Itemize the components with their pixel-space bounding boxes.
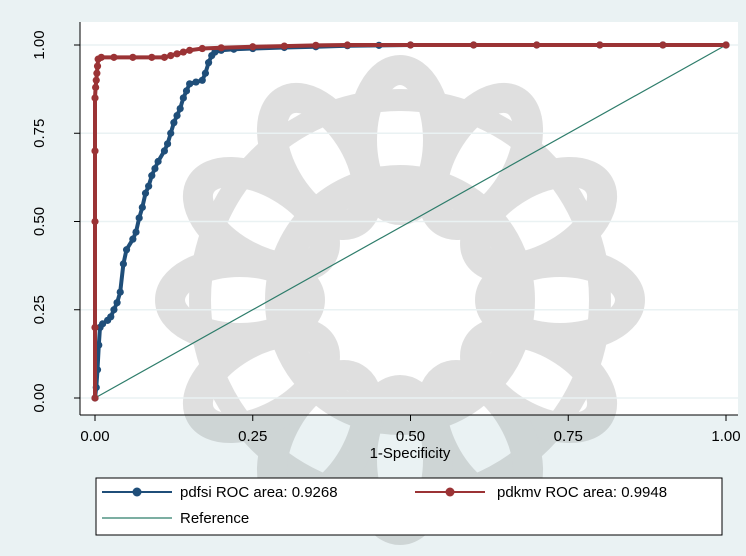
data-point-pdfsi xyxy=(107,313,114,320)
x-tick-label: 0.25 xyxy=(238,428,267,445)
data-point-pdfsi xyxy=(142,190,149,197)
y-tick-label: 0.75 xyxy=(31,119,48,148)
data-point-pdfsi xyxy=(202,70,209,77)
data-point-pdfsi xyxy=(145,183,152,190)
data-point-pdkmv xyxy=(659,41,666,48)
legend: pdfsi ROC area: 0.9268 pdkmv ROC area: 0.… xyxy=(96,478,722,535)
data-point-pdfsi xyxy=(117,289,124,296)
data-point-pdfsi xyxy=(136,214,143,221)
data-point-pdkmv xyxy=(470,41,477,48)
data-point-pdkmv xyxy=(312,42,319,49)
y-tick-label: 0.50 xyxy=(31,207,48,236)
data-point-pdkmv xyxy=(94,63,101,70)
y-tick-label: 0.25 xyxy=(31,295,48,324)
legend-marker-pdkmv xyxy=(446,488,455,497)
data-point-pdkmv xyxy=(91,324,98,331)
data-point-pdkmv xyxy=(344,41,351,48)
x-tick-label: 1.00 xyxy=(711,428,740,445)
data-point-pdkmv xyxy=(180,48,187,55)
data-point-pdfsi xyxy=(123,246,130,253)
data-point-pdfsi xyxy=(110,306,117,313)
data-point-pdkmv xyxy=(161,54,168,61)
data-point-pdfsi xyxy=(129,236,136,243)
data-point-pdkmv xyxy=(91,94,98,101)
x-axis-title: 1-Specificity xyxy=(370,445,451,462)
data-point-pdfsi xyxy=(113,299,120,306)
y-tick-label: 1.00 xyxy=(31,30,48,59)
data-point-pdkmv xyxy=(722,41,729,48)
legend-label-pdkmv: pdkmv ROC area: 0.9948 xyxy=(497,484,667,501)
data-point-pdfsi xyxy=(120,260,127,267)
data-point-pdfsi xyxy=(177,105,184,112)
data-point-pdkmv xyxy=(407,41,414,48)
data-point-pdkmv xyxy=(98,54,105,61)
x-tick-label: 0.75 xyxy=(554,428,583,445)
data-point-pdfsi xyxy=(170,119,177,126)
data-point-pdkmv xyxy=(92,84,99,91)
x-tick-label: 0.50 xyxy=(396,428,425,445)
data-point-pdkmv xyxy=(218,44,225,51)
data-point-pdfsi xyxy=(183,87,190,94)
legend-label-reference: Reference xyxy=(180,510,249,527)
data-point-pdkmv xyxy=(91,394,98,401)
data-point-pdkmv xyxy=(186,47,193,54)
data-point-pdfsi xyxy=(199,77,206,84)
data-point-pdfsi xyxy=(192,78,199,85)
data-point-pdkmv xyxy=(199,45,206,52)
data-point-pdfsi xyxy=(132,228,139,235)
data-point-pdkmv xyxy=(91,218,98,225)
data-point-pdkmv xyxy=(249,43,256,50)
y-tick-label: 0.00 xyxy=(31,383,48,412)
data-point-pdkmv xyxy=(281,42,288,49)
legend-marker-pdfsi xyxy=(133,488,142,497)
data-point-pdfsi xyxy=(148,172,155,179)
data-point-pdfsi xyxy=(180,94,187,101)
data-point-pdfsi xyxy=(151,165,158,172)
data-point-pdfsi xyxy=(167,130,174,137)
data-point-pdfsi xyxy=(186,80,193,87)
data-point-pdkmv xyxy=(596,41,603,48)
data-point-pdkmv xyxy=(173,50,180,57)
legend-label-pdfsi: pdfsi ROC area: 0.9268 xyxy=(180,484,338,501)
data-point-pdkmv xyxy=(93,70,100,77)
x-tick-label: 0.00 xyxy=(80,428,109,445)
data-point-pdfsi xyxy=(173,112,180,119)
data-point-pdfsi xyxy=(205,59,212,66)
data-point-pdkmv xyxy=(110,54,117,61)
data-point-pdkmv xyxy=(129,54,136,61)
data-point-pdkmv xyxy=(148,54,155,61)
data-point-pdfsi xyxy=(155,158,162,165)
data-point-pdkmv xyxy=(533,41,540,48)
data-point-pdkmv xyxy=(91,147,98,154)
data-point-pdkmv xyxy=(93,77,100,84)
data-point-pdfsi xyxy=(164,140,171,147)
data-point-pdfsi xyxy=(161,147,168,154)
data-point-pdkmv xyxy=(167,52,174,59)
data-point-pdfsi xyxy=(139,204,146,211)
